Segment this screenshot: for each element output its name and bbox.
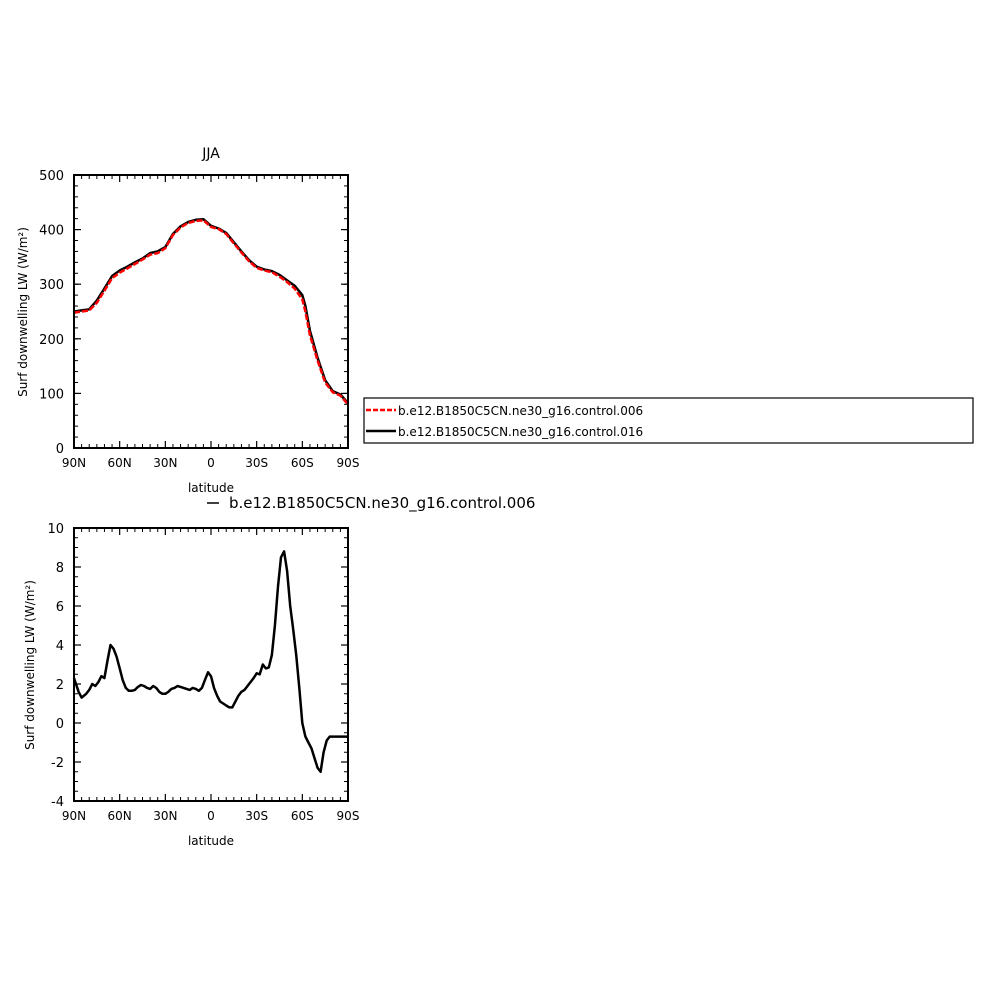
y-tick-label: -4 [51,795,64,810]
y-tick-label: 100 [39,387,64,402]
x-tick-label: 30S [245,809,268,823]
bottom-legend-label: b.e12.B1850C5CN.ne30_g16.control.006 [229,494,535,513]
top-panel-legend: b.e12.B1850C5CN.ne30_g16.control.006 b.e… [363,397,974,444]
bottom-panel-axes: 90N 60N 30N 0 30S 60S 90S -4 -2 0 2 4 6 8 10 [47,522,359,823]
y-tick-label: 0 [56,717,64,732]
y-tick-label: 200 [39,333,64,348]
x-tick-label: 60S [291,809,314,823]
top-panel-lines [73,217,349,406]
top-panel-axes: 90N 60N 30N 0 30S 60S 90S 0 100 200 300 400 500 [39,169,359,470]
bottom-panel: b.e12.B1850C5CN.ne30_g16.control.006 90N… [23,494,535,848]
top-panel-title: JJA [201,146,220,162]
series-line-1 [72,550,348,774]
y-tick-label: 2 [56,678,64,693]
bottom-panel-ylabel: Surf downwelling LW (W/m²) [23,580,37,750]
y-tick-label: 8 [56,561,64,576]
series-line-1 [73,219,349,406]
y-tick-label: 10 [47,522,64,537]
y-tick-label: 6 [56,600,64,615]
bottom-panel-frame [73,527,349,802]
x-tick-label: 0 [207,456,215,470]
y-tick-label: 400 [39,224,64,239]
x-tick-label: 90S [337,809,360,823]
x-tick-label: 30N [153,456,177,470]
top-panel-ylabel: Surf downwelling LW (W/m²) [16,227,30,397]
x-tick-label: 90N [62,456,86,470]
x-tick-label: 30N [153,809,177,823]
bottom-panel-xlabel: latitude [188,834,234,848]
series-line-2 [73,217,349,405]
top-panel-xlabel: latitude [188,481,234,495]
x-tick-label: 60S [291,456,314,470]
x-tick-label: 30S [245,456,268,470]
y-tick-label: -2 [51,756,64,771]
x-tick-label: 0 [207,809,215,823]
y-tick-label: 300 [39,278,64,293]
legend-box [363,397,974,444]
top-panel: JJA 90N 60N 30N 0 30S 60S 90S0100200300400500 … [16,146,359,495]
y-tick-label: 500 [39,169,64,184]
legend-label-series-2: b.e12.B1850C5CN.ne30_g16.control.016 [398,425,643,439]
x-tick-label: 60N [108,809,132,823]
legend-label-series-1: b.e12.B1850C5CN.ne30_g16.control.006 [398,404,643,418]
y-tick-label: 0 [56,442,64,457]
top-panel-frame [73,174,349,449]
y-tick-label: 4 [56,639,64,654]
bottom-panel-lines [72,550,348,774]
x-tick-label: 90N [62,809,86,823]
x-tick-label: 90S [337,456,360,470]
x-tick-label: 60N [108,456,132,470]
